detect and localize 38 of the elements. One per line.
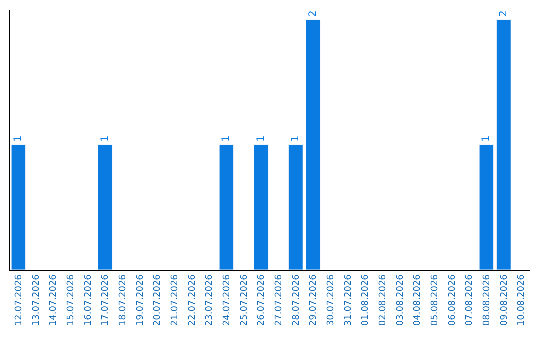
x-tick-label: 10.08.2026 [517, 274, 528, 326]
x-tick-label: 26.07.2026 [257, 274, 268, 326]
data-label: 1 [290, 136, 302, 142]
x-tick-label: 23.07.2026 [205, 274, 216, 326]
x-tick-label: 04.08.2026 [413, 274, 424, 326]
x-tick-label: 21.07.2026 [170, 274, 181, 326]
x-tick-label: 28.07.2026 [292, 274, 302, 326]
data-label: 2 [308, 10, 319, 17]
x-tick-label: 18.07.2026 [118, 274, 129, 326]
x-tick-label: 20.07.2026 [153, 274, 164, 326]
data-label: 1 [221, 136, 232, 142]
x-tick-label: 08.08.2026 [482, 274, 493, 326]
x-tick-label: 29.07.2026 [309, 274, 320, 326]
x-tick-label: 13.07.2026 [32, 274, 42, 326]
data-label: 1 [100, 136, 111, 142]
x-tick-label: 05.08.2026 [430, 274, 441, 326]
x-tick-label: 25.07.2026 [240, 274, 250, 326]
x-tick-label: 27.07.2026 [274, 274, 285, 326]
x-tick-label: 22.07.2026 [188, 274, 198, 326]
x-tick-label: 06.08.2026 [448, 274, 458, 326]
data-label: 1 [481, 136, 492, 142]
x-tick-label: 01.08.2026 [361, 274, 372, 326]
x-tick-label: 14.07.2026 [49, 274, 60, 326]
x-tick-label: 12.07.2026 [14, 274, 25, 326]
x-tick-label: 03.08.2026 [396, 274, 406, 326]
x-tick-label: 17.07.2026 [101, 274, 112, 326]
x-tick-label: 16.07.2026 [84, 274, 94, 326]
x-tick-label: 24.07.2026 [222, 274, 233, 326]
x-tick-label: 15.07.2026 [66, 274, 77, 326]
data-label: 2 [498, 10, 510, 17]
x-tick-label: 07.08.2026 [465, 274, 476, 326]
data-label: 1 [13, 136, 24, 142]
x-tick-label: 30.07.2026 [326, 274, 337, 326]
x-tick-label: 02.08.2026 [378, 274, 389, 326]
x-tick-label: 19.07.2026 [136, 274, 146, 326]
data-label: 1 [256, 136, 267, 142]
x-tick-label: 31.07.2026 [344, 274, 354, 326]
x-tick-label: 09.08.2026 [500, 274, 510, 326]
